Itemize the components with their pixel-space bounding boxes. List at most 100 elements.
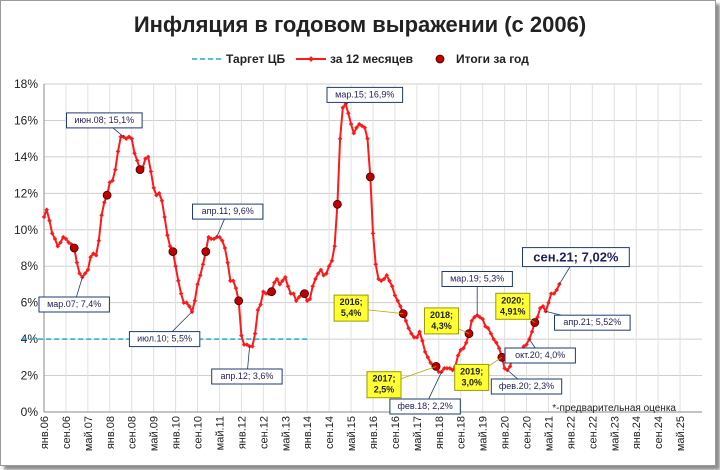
monthly-point (110, 178, 115, 183)
monthly-point (318, 267, 324, 273)
monthly-point (420, 338, 425, 344)
monthly-point (417, 329, 422, 335)
monthly-point (546, 300, 551, 305)
monthly-point (543, 309, 548, 314)
monthly-point (283, 274, 288, 280)
monthly-point (225, 260, 230, 265)
monthly-point (274, 276, 280, 282)
yearly-point (464, 329, 474, 339)
x-tick-label: май.07 (83, 416, 95, 451)
monthly-point (548, 291, 554, 296)
monthly-point (99, 212, 104, 218)
annotation-box (504, 347, 576, 364)
monthly-point (384, 273, 389, 278)
y-tick-label: 16% (14, 113, 38, 127)
monthly-point (537, 305, 543, 311)
y-tick-label: 18% (14, 77, 38, 91)
annotation: апр.12; 3,6% (211, 346, 283, 385)
y-tick-label: 10% (14, 223, 38, 237)
monthly-point (444, 366, 450, 371)
x-tick-label: сен.16 (390, 416, 402, 449)
annotation: 2016;5,4% (333, 294, 404, 322)
monthly-point (414, 335, 420, 340)
monthly-point (529, 329, 535, 335)
monthly-point (296, 294, 302, 300)
monthly-point (313, 276, 318, 282)
monthly-point (494, 340, 499, 346)
annotation-label: 2019; (460, 366, 483, 376)
y-tick-label: 0% (21, 405, 39, 419)
monthly-point (66, 240, 71, 245)
monthly-point (450, 367, 455, 373)
monthly-point (321, 273, 326, 278)
monthly-point (52, 236, 58, 242)
monthly-point (455, 353, 461, 358)
monthly-point (258, 302, 263, 307)
monthly-point (442, 366, 447, 371)
y-tick-label: 2% (21, 369, 39, 383)
legend-monthly-label: за 12 месяцев (330, 52, 413, 66)
annotation-box (326, 86, 404, 103)
x-tick-label: янв.20 (500, 416, 512, 449)
annotation-label: фев.18; 2,2% (397, 401, 452, 411)
annotation: 2019;3,0% (454, 357, 503, 391)
monthly-point (485, 325, 491, 331)
annotation-box (424, 307, 459, 335)
monthly-point (293, 298, 299, 304)
monthly-point (365, 136, 370, 141)
monthly-point (458, 347, 463, 353)
annotation: 2017;2,5% (366, 366, 437, 399)
annotation-label: апр.12; 3,6% (220, 371, 273, 381)
annotation-box (454, 363, 490, 391)
annotation: 2020;4,91% (495, 292, 535, 323)
monthly-point (261, 289, 266, 294)
x-tick-label: янв.24 (631, 416, 643, 449)
monthly-point (403, 318, 409, 324)
x-tick-label: май.11 (214, 416, 226, 450)
monthly-point (346, 110, 351, 116)
monthly-point (472, 314, 477, 320)
yearly-point (530, 318, 540, 327)
annotation-box (192, 203, 264, 220)
monthly-point (411, 335, 417, 340)
monthly-point (554, 287, 559, 293)
x-tick-label: янв.12 (236, 416, 248, 449)
monthly-point (378, 278, 384, 284)
annotation: 2018;4,3% (424, 307, 470, 335)
monthly-point (428, 360, 433, 366)
monthly-point (381, 276, 387, 282)
annotation-box (554, 314, 631, 331)
x-tick-label: сен.12 (258, 416, 270, 449)
x-tick-label: янв.10 (171, 416, 183, 449)
annotation-label: июн.08; 15,1% (74, 115, 134, 125)
monthly-point (496, 345, 502, 351)
annotation: июл.10; 5,5% (128, 311, 201, 348)
annotation: фев.20; 2,3% (490, 369, 563, 395)
monthly-point (96, 238, 102, 243)
annotation-label: мар.07; 7,4% (47, 299, 101, 309)
annotation-label: июл.10; 5,5% (137, 334, 192, 344)
x-tick-label: сен.08 (127, 416, 139, 449)
annotation: мар.19; 5,3% (441, 271, 513, 316)
monthly-point (370, 231, 376, 236)
x-tick-label: янв.06 (39, 416, 51, 449)
monthly-point (469, 318, 474, 324)
x-tick-label: янв.22 (565, 416, 577, 449)
x-tick-label: май.09 (149, 416, 161, 451)
monthly-point (337, 136, 343, 141)
x-tick-label: янв.16 (368, 416, 380, 449)
yearly-point (135, 165, 145, 175)
monthly-point (192, 298, 198, 304)
monthly-point (329, 258, 335, 264)
monthly-point (387, 278, 392, 284)
monthly-point (187, 304, 192, 309)
x-tick-label: май.23 (609, 416, 621, 451)
monthly-point (74, 260, 80, 265)
yearly-point (267, 287, 277, 297)
monthly-point (115, 149, 121, 154)
monthly-point (477, 314, 483, 320)
annotation-box (38, 296, 110, 313)
annotation-box (441, 271, 513, 287)
yearly-point (398, 309, 408, 319)
monthly-point (280, 278, 285, 284)
